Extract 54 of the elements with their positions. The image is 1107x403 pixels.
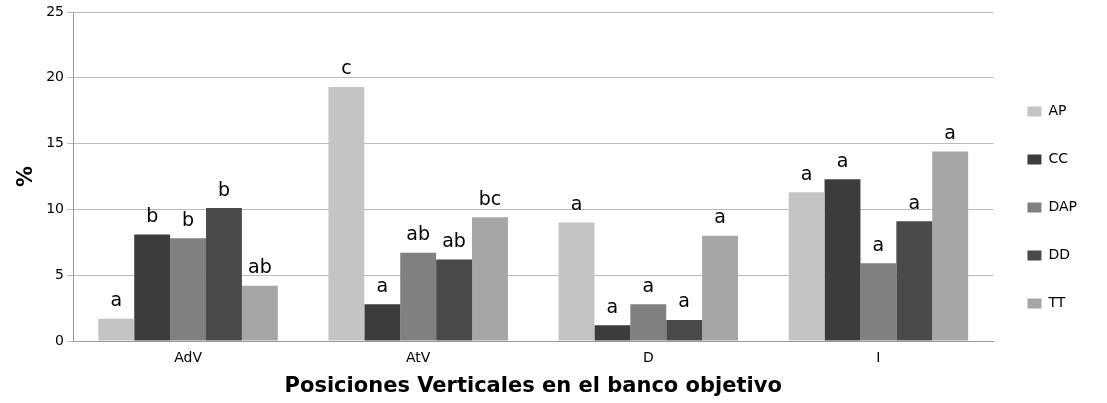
bar: [206, 208, 242, 341]
bar: [666, 319, 703, 341]
legend-label: DAP: [1048, 198, 1078, 215]
data-label: a: [908, 190, 921, 213]
data-label: c: [341, 56, 352, 79]
data-label: bc: [478, 186, 502, 209]
data-label: a: [944, 120, 957, 143]
data-label: a: [642, 273, 655, 296]
bar: [702, 235, 739, 341]
data-label: ab: [442, 228, 466, 251]
data-label: a: [678, 289, 691, 312]
data-label: a: [872, 232, 885, 255]
bar: [400, 252, 437, 341]
data-label: a: [606, 294, 619, 317]
legend-label: CC: [1048, 150, 1069, 167]
data-label: ab: [406, 222, 431, 245]
data-label: a: [110, 288, 123, 311]
y-tick-label: 0: [55, 331, 65, 348]
bar: [170, 238, 207, 341]
x-tick-label: D: [642, 349, 654, 366]
bar: [932, 151, 969, 341]
bar: [630, 304, 667, 341]
data-label: b: [182, 207, 195, 230]
data-label: a: [570, 192, 583, 214]
bar: [98, 318, 135, 341]
x-tick-label: I: [876, 349, 881, 366]
data-label: b: [146, 203, 159, 226]
data-label: a: [800, 161, 813, 184]
y-tick-label: 15: [46, 134, 65, 151]
x-tick-label: AtV: [405, 349, 431, 366]
y-tick-label: 10: [46, 200, 65, 217]
x-axis-title: Posiciones Verticales en el banco objetivo: [284, 372, 782, 397]
bar: [364, 304, 401, 341]
legend-label: DD: [1048, 246, 1071, 263]
bar: [241, 285, 278, 341]
bar: [472, 217, 508, 341]
data-label: a: [836, 148, 849, 171]
data-label: ab: [248, 255, 272, 278]
data-label: b: [217, 177, 230, 200]
y-tick-label: 20: [46, 68, 65, 85]
legend-label: TT: [1047, 294, 1066, 311]
bar: [824, 179, 861, 341]
legend-label: AP: [1048, 102, 1067, 119]
data-label: a: [714, 205, 726, 228]
data-label: a: [376, 273, 389, 296]
bar: [594, 325, 631, 341]
bar: [436, 259, 473, 341]
bar: [860, 263, 897, 341]
y-tick-label: 5: [55, 265, 65, 282]
bar: [134, 234, 171, 341]
bar: [896, 221, 933, 341]
y-axis-title: %: [13, 165, 38, 188]
y-tick-label: 25: [46, 2, 65, 19]
x-tick-label: AdV: [174, 349, 203, 366]
